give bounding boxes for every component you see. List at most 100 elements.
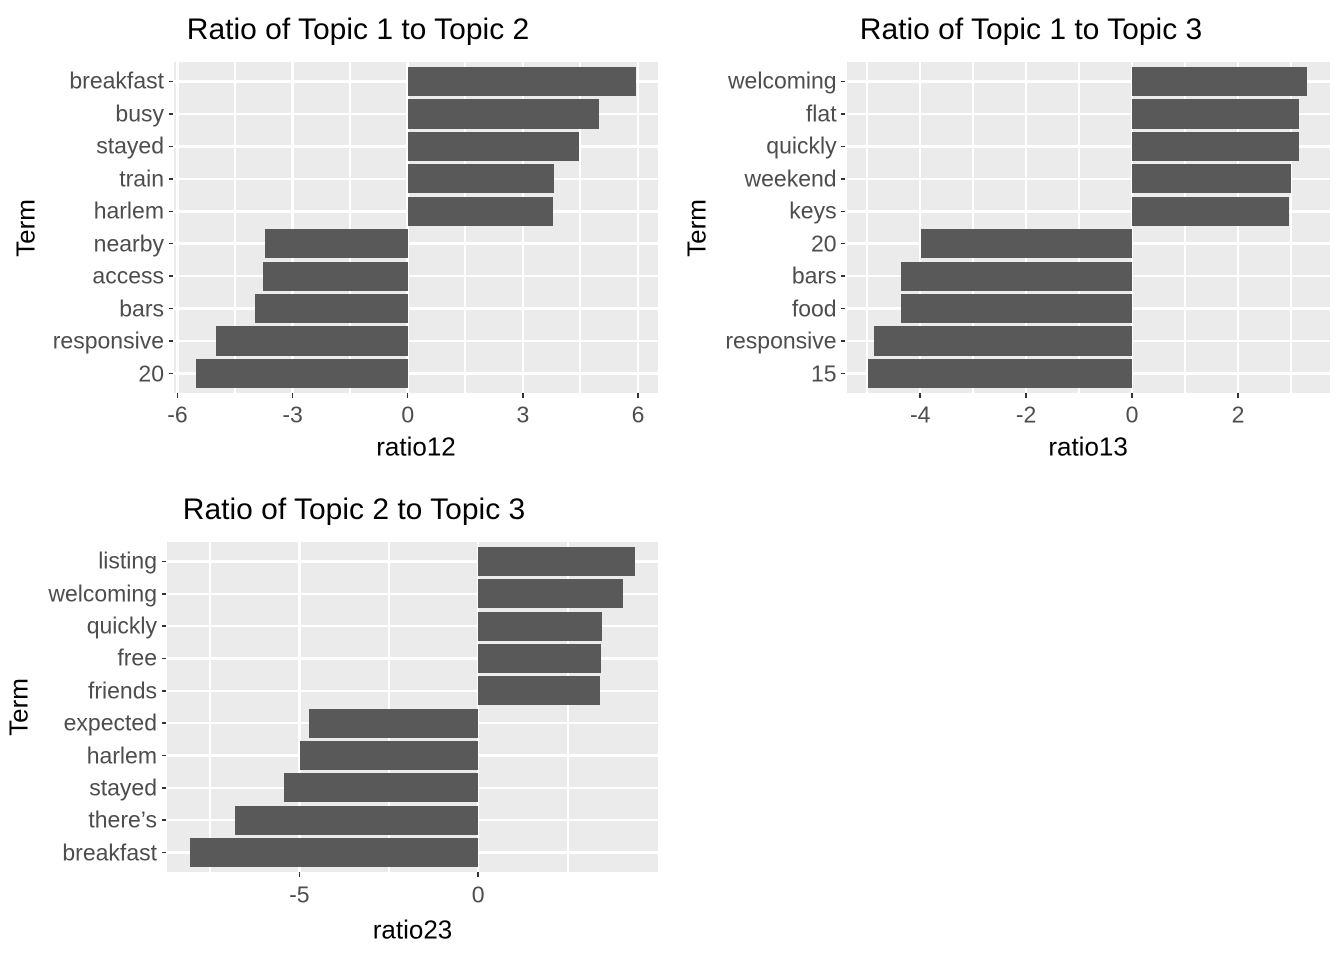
gridline-major [176,62,179,393]
bar-free [478,643,602,674]
y-tick-label: bars [791,262,837,289]
bar-harlem [300,740,479,771]
bar-responsive [874,326,1133,356]
gridline-major [1130,62,1134,393]
y-tick-mark [841,372,846,375]
y-tick-mark [161,690,166,692]
gridline-major [406,62,409,393]
y-tick-mark [841,210,846,213]
y-tick-mark [168,113,173,115]
gridline-minor [464,62,467,393]
y-tick-mark [161,657,166,660]
y-tick-mark [168,307,173,310]
x-tick-label: 0 [1125,401,1139,428]
gridline-minor [579,62,582,393]
bar-train [407,164,554,194]
bar-flat [1132,99,1300,129]
gridline-minor [1289,62,1292,393]
y-tick-mark [168,210,173,213]
y-tick-mark [168,80,173,83]
y-tick-label: bars [119,295,164,322]
gridline-minor [208,542,211,872]
x-tick-label: 0 [471,881,485,908]
y-tick-label: welcoming [48,580,157,607]
gridline-major [918,62,922,393]
gridline-minor [866,62,869,393]
chart-ratio12: Ratio of Topic 1 to Topic 2 Term breakfast… [0,0,672,462]
x-tick-mark [919,393,921,398]
bar-responsive [216,326,408,356]
x-tick-mark [176,393,179,398]
bar-welcoming [478,579,624,609]
gridline-major-y [167,657,658,660]
y-tick-label: breakfast [69,67,164,94]
gridline-major-y [174,372,658,375]
y-tick-label: harlem [86,742,157,769]
gridline-major-y [846,210,1330,213]
bar-food [900,294,1133,324]
gridline-minor [349,62,352,393]
y-tick-label: busy [115,100,164,127]
gridline-major-y [846,145,1330,148]
y-tick-mark [168,178,173,180]
gridline-major [521,62,525,393]
x-tick-label: 2 [1231,401,1245,428]
x-tick-mark [298,872,301,877]
y-tick-label: 20 [811,230,837,257]
y-tick-label: expected [63,709,157,736]
y-tick-label: welcoming [727,67,837,94]
y-tick-label: 20 [138,360,164,387]
bar-welcoming [1132,66,1308,97]
gridline-major-y [846,177,1330,181]
gridline-major [291,62,294,393]
y-tick-label: stayed [89,774,157,801]
y-tick-mark [161,819,166,821]
plot-title: Ratio of Topic 1 to Topic 3 [859,13,1203,46]
y-tick-mark [161,787,166,789]
y-tick-mark [841,340,846,342]
y-tick-mark [161,625,166,627]
gridline-minor [1078,62,1081,393]
bar-there’s [234,805,479,835]
x-tick-mark [637,393,639,398]
y-tick-mark [161,593,166,595]
bar-keys [1132,196,1290,226]
bar-nearby [265,229,408,259]
x-tick-label: 0 [401,401,415,428]
bar-breakfast [189,838,479,868]
y-axis-title: Term [3,678,34,736]
bar-listing [478,546,636,576]
gridline-major-y [846,80,1330,83]
plot-title: Ratio of Topic 1 to Topic 2 [186,13,530,46]
y-tick-mark [161,722,166,724]
gridline-minor [234,62,237,393]
y-tick-mark [841,242,846,245]
y-tick-label: nearby [93,230,164,257]
y-tick-label: responsive [725,327,837,354]
y-tick-mark [168,340,173,342]
bar-20 [195,358,408,389]
bar-stayed [284,773,479,803]
y-tick-label: breakfast [62,839,157,866]
y-tick-mark [161,754,166,757]
y-tick-label: quickly [86,612,157,639]
gridline-major-y [174,339,658,343]
chart-ratio23: Ratio of Topic 2 to Topic 3 Term listing we… [0,480,672,960]
gridline-minor [387,542,390,872]
x-axis-title: ratio13 [1048,431,1128,462]
x-tick-mark [1131,393,1133,398]
gridline-minor [972,62,975,393]
y-tick-label: free [117,644,157,671]
x-tick-label: -4 [909,401,931,428]
y-tick-label: weekend [744,165,837,192]
bar-bars [255,294,408,324]
bar-weekend [1132,164,1292,194]
bar-harlem [407,196,553,226]
bar-stayed [407,131,579,161]
x-tick-mark [291,393,294,398]
y-tick-mark [841,275,846,277]
x-tick-mark [477,872,479,877]
y-axis-title: Term [10,198,41,257]
y-tick-mark [841,145,846,148]
y-tick-mark [161,560,166,563]
